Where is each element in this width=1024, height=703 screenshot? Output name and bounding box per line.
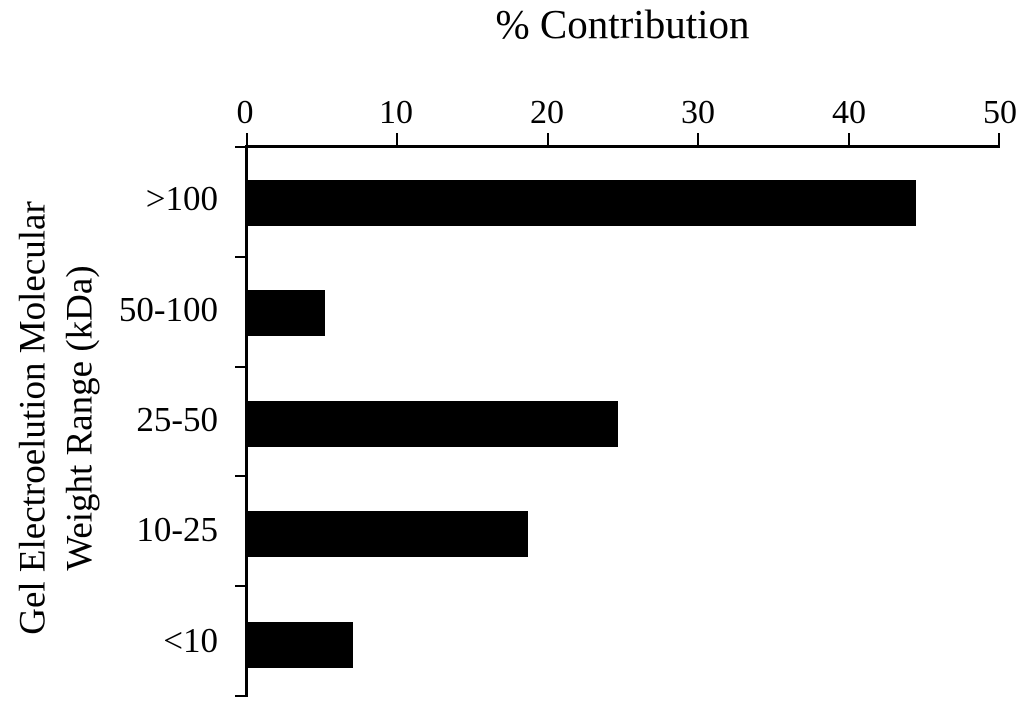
x-tick-label: 40 (832, 94, 866, 131)
bar (248, 180, 916, 226)
bar (248, 621, 354, 668)
category-label: <10 (163, 620, 218, 660)
category-label: 25-50 (136, 400, 218, 440)
x-tick (697, 133, 700, 145)
y-tick (235, 585, 245, 588)
bar (248, 511, 528, 558)
category-label: >100 (145, 179, 218, 219)
x-tick-labels: 0 10 20 30 40 50 (237, 88, 1018, 132)
y-tick (235, 146, 245, 148)
x-tick-label: 0 (236, 94, 254, 131)
x-tick-label: 10 (379, 94, 413, 131)
x-tick-label: 30 (681, 94, 715, 131)
plot-area (235, 133, 1000, 697)
bar (248, 400, 618, 447)
y-tick (235, 695, 245, 697)
y-tick (235, 475, 245, 478)
x-tick-label: 20 (530, 94, 564, 131)
category-label: 10-25 (136, 510, 218, 550)
chart-title: % Contribution (495, 1, 750, 47)
x-tick (246, 133, 248, 145)
bar (248, 290, 325, 337)
category-labels: >100 50-100 25-50 10-25 <10 (0, 145, 218, 697)
y-tick (235, 365, 245, 368)
x-tick (998, 133, 1000, 145)
x-tick (546, 133, 549, 145)
y-tick (235, 255, 245, 258)
x-tick (847, 133, 850, 145)
x-tick-label: 50 (983, 94, 1017, 131)
category-label: 50-100 (118, 289, 218, 329)
x-tick (396, 133, 399, 145)
